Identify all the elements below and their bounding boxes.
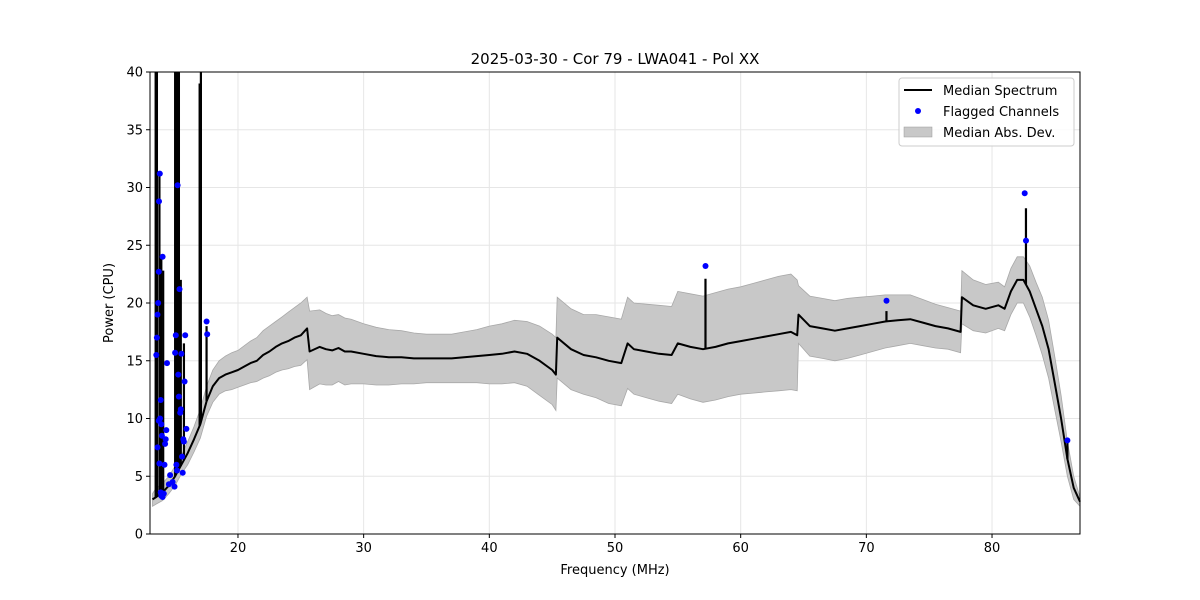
legend: Median Spectrum Flagged Channels Median …: [898, 77, 1075, 147]
flagged-channel-point: [204, 331, 211, 338]
y-tick-label: 10: [126, 412, 143, 427]
chart-title: 2025-03-30 - Cor 79 - LWA041 - Pol XX: [471, 50, 760, 68]
flagged-channel-point: [1023, 237, 1029, 244]
flagged-channel-point: [156, 170, 163, 177]
x-tick-label: 70: [858, 541, 875, 556]
flagged-channel-point: [158, 421, 165, 428]
legend-point-swatch: [915, 108, 921, 114]
flagged-channel-point: [183, 425, 190, 432]
flagged-channel-point: [172, 332, 179, 339]
flagged-channel-point: [164, 360, 170, 367]
flagged-channel-point: [175, 371, 182, 378]
x-tick-label: 60: [732, 541, 749, 556]
legend-label-mad: Median Abs. Dev.: [943, 126, 1055, 141]
flagged-channel-point: [161, 461, 168, 468]
y-tick-label: 25: [126, 239, 143, 254]
flagged-channel-point: [180, 438, 187, 445]
legend-box: [898, 77, 1075, 147]
flagged-channel-point: [182, 332, 189, 339]
flagged-channel-point: [176, 286, 183, 293]
flagged-channel-point: [203, 318, 210, 325]
flagged-channel-point: [157, 415, 164, 422]
flagged-channel-point: [158, 432, 165, 439]
flagged-channel-point: [155, 268, 162, 275]
y-tick-label: 0: [135, 528, 143, 543]
flagged-channel-point: [162, 436, 169, 443]
flagged-channel-point: [159, 253, 166, 260]
y-tick-label: 15: [126, 354, 143, 369]
flagged-channel-point: [173, 461, 180, 468]
y-tick-label: 40: [126, 66, 143, 81]
flagged-channel-point: [1021, 190, 1028, 197]
flagged-channel-point: [1064, 437, 1071, 444]
y-tick-label: 5: [135, 470, 143, 485]
x-tick-label: 80: [984, 541, 1001, 556]
flagged-channel-point: [167, 472, 174, 479]
flagged-channel-point: [163, 427, 170, 434]
flagged-channel-point: [178, 350, 185, 357]
flagged-channel-point: [171, 483, 178, 490]
flagged-channel-point: [883, 297, 890, 304]
flagged-channel-point: [179, 469, 186, 476]
flagged-channel-point: [157, 397, 164, 403]
x-tick-label: 20: [230, 541, 247, 556]
y-tick-label: 35: [126, 123, 143, 138]
median-spectrum-line: [151, 278, 1081, 503]
x-axis-label: Frequency (MHz): [560, 563, 669, 578]
legend-label-flagged: Flagged Channels: [943, 105, 1059, 120]
flagged-channel-point: [702, 263, 709, 269]
flagged-channel-point: [154, 311, 161, 318]
flagged-channel-point: [154, 444, 161, 451]
y-axis-label: Power (CPU): [102, 263, 117, 343]
legend-band-swatch: [903, 126, 933, 138]
x-tick-label: 50: [607, 541, 624, 556]
flagged-channel-point: [153, 334, 160, 341]
flagged-channel-point: [160, 490, 167, 497]
flagged-channel-point: [169, 479, 176, 485]
flagged-channel-point: [177, 406, 184, 413]
legend-label-median: Median Spectrum: [943, 84, 1057, 99]
flagged-channel-point: [156, 460, 163, 467]
flagged-channel-point: [156, 198, 162, 205]
x-tick-label: 30: [355, 541, 372, 556]
flagged-channel-point: [181, 378, 188, 385]
flagged-channel-point: [172, 349, 179, 356]
median-line-layer: [151, 72, 1081, 503]
flagged-channel-point: [153, 352, 160, 358]
flagged-channel-point: [174, 467, 180, 474]
y-tick-label: 30: [126, 181, 143, 196]
x-axis-ticks: 20 30 40 50 60 70 80: [230, 534, 1001, 556]
flagged-channel-point: [175, 393, 182, 400]
y-axis-ticks: 0 5 10 15 20 25 30 35 40: [126, 66, 150, 543]
flagged-channel-point: [155, 300, 162, 306]
flagged-channel-point: [174, 182, 181, 189]
flagged-channel-point: [179, 453, 185, 460]
flagged-channel-point: [162, 440, 169, 447]
y-tick-label: 20: [126, 297, 143, 312]
x-tick-label: 40: [481, 541, 498, 556]
plot-frame-group: 20 30 40 50 60 70 80 0 5 10 15 20 25 30 35 40: [126, 66, 1081, 556]
flagged-points-layer: [153, 170, 1071, 500]
